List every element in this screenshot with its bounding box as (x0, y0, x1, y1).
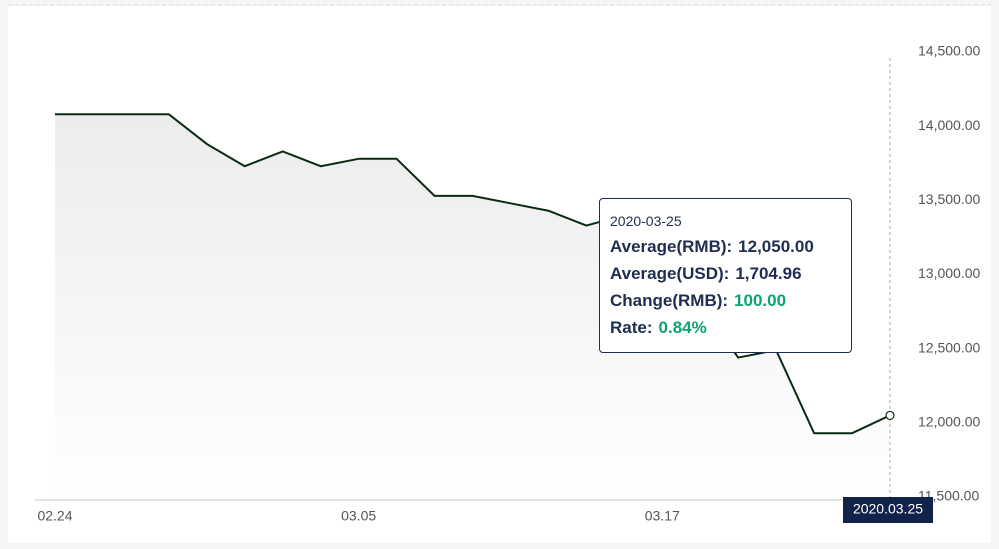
tooltip-row: Average(USD): 1,704.96 (610, 264, 843, 284)
tooltip-value: 12,050.00 (738, 237, 814, 256)
x-tick-label: 03.05 (341, 508, 376, 524)
tooltip: 2020-03-25 Average(RMB): 12,050.00 Average… (599, 198, 852, 353)
pointer-label-box (843, 497, 933, 523)
tooltip-label: Average(RMB): (610, 237, 733, 256)
x-tick-label: 02.24 (37, 508, 72, 524)
tooltip-value: 1,704.96 (735, 264, 802, 283)
y-tick-label: 14,000.00 (918, 117, 980, 133)
y-tick-label: 12,000.00 (918, 414, 980, 430)
tooltip-value: 0.84% (658, 318, 707, 337)
tooltip-label: Average(USD): (610, 264, 730, 283)
y-tick-label: 12,500.00 (918, 339, 980, 355)
y-tick-label: 14,500.00 (918, 43, 980, 59)
tooltip-label: Rate: (610, 318, 653, 337)
tooltip-row: Change(RMB): 100.00 (610, 291, 843, 311)
pointer-label: 2020.03.25 (853, 501, 923, 517)
tooltip-label: Change(RMB): (610, 291, 729, 310)
y-tick-label: 11,500.00 (918, 488, 979, 504)
x-tick-label: 03.17 (645, 508, 680, 524)
tooltip-date: 2020-03-25 (610, 213, 682, 229)
tooltip-row: Average(RMB): 12,050.00 (610, 237, 843, 257)
tooltip-row: Rate: 0.84% (610, 318, 843, 338)
y-tick-label: 13,500.00 (918, 191, 980, 207)
hover-point (885, 410, 895, 421)
y-tick-label: 13,000.00 (918, 265, 980, 281)
line (55, 113, 891, 435)
tooltip-value: 100.00 (734, 291, 787, 310)
area (55, 114, 890, 498)
